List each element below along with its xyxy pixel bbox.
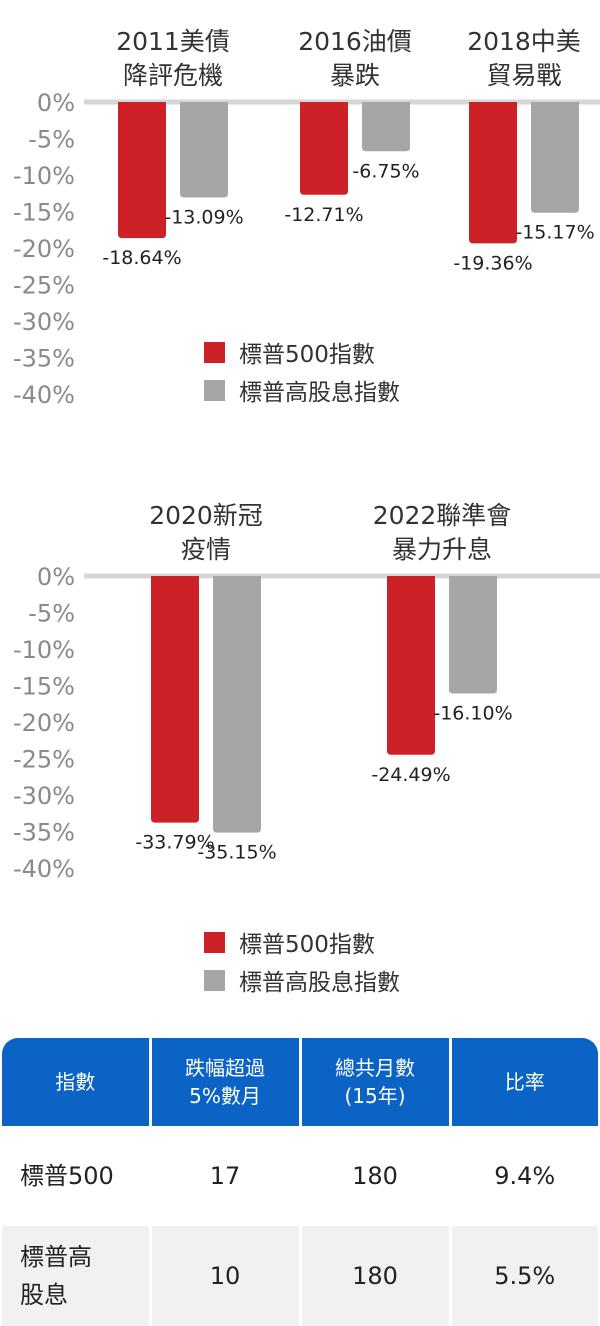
y-tick-label: -20%	[13, 709, 75, 737]
bar-high-dividend	[180, 102, 228, 198]
bar-high-dividend	[213, 576, 261, 833]
y-tick-label: -15%	[13, 199, 75, 227]
y-tick-label: -10%	[13, 636, 75, 664]
y-tick-label: -10%	[13, 162, 75, 190]
legend-label-high-dividend: 標普高股息指數	[239, 970, 400, 996]
table-header-row: 指數 跌幅超過 5%數月 總共月數 (15年) 比率	[2, 1038, 598, 1126]
data-label: -6.75%	[352, 160, 419, 182]
header-ratio: 比率	[450, 1038, 598, 1126]
legend-swatch-sp500	[204, 341, 225, 363]
chart-bottom: 0% -5% -10% -15% -20% -25% -30% -35% -40% 2020新冠疫…	[0, 490, 600, 1010]
cell-total-months: 180	[300, 1126, 452, 1226]
header-drop-months: 跌幅超過 5%數月	[150, 1038, 302, 1126]
legend-label-sp500: 標普500指數	[239, 342, 375, 368]
table-row: 標普500 17 180 9.4%	[2, 1126, 598, 1226]
y-tick-label: 0%	[37, 89, 75, 117]
legend-label-high-dividend: 標普高股息指數	[239, 380, 400, 406]
legend-top: 標普500指數 標普高股息指數	[204, 333, 400, 409]
category-label: 暴跌	[330, 61, 380, 90]
legend-item-sp500: 標普500指數	[204, 333, 400, 371]
category-label: 暴力升息	[392, 535, 492, 564]
data-label: -19.36%	[453, 252, 532, 274]
header-index: 指數	[2, 1038, 152, 1126]
category-label: 2022聯準會	[373, 501, 512, 530]
y-tick-label: -25%	[13, 272, 75, 300]
header-total-months: 總共月數 (15年)	[300, 1038, 452, 1126]
y-tick-label: 0%	[37, 563, 75, 591]
legend-item-high-dividend: 標普高股息指數	[204, 371, 400, 409]
y-tick-label: -5%	[28, 600, 75, 628]
cell-drop-months: 10	[150, 1226, 302, 1326]
data-label: -16.10%	[433, 703, 512, 725]
category-label: 降評危機	[123, 61, 223, 90]
data-label: -15.17%	[515, 222, 594, 244]
bar-sp500	[300, 102, 348, 195]
cell-index-name: 標普500	[2, 1126, 152, 1226]
legend-swatch-high-dividend	[204, 969, 225, 991]
legend-swatch-high-dividend	[204, 379, 225, 401]
legend-bottom: 標普500指數 標普高股息指數	[204, 923, 400, 999]
cell-ratio: 9.4%	[450, 1126, 598, 1226]
chart-bottom-svg: 0% -5% -10% -15% -20% -25% -30% -35% -40% 2020新冠疫…	[13, 501, 600, 883]
y-tick-label: -20%	[13, 235, 75, 263]
legend-item-sp500: 標普500指數	[204, 923, 400, 961]
y-tick-label: -5%	[28, 126, 75, 154]
y-tick-label: -35%	[13, 345, 75, 373]
data-label: -18.64%	[102, 247, 181, 269]
cell-ratio: 5.5%	[450, 1226, 598, 1326]
cell-drop-months: 17	[150, 1126, 302, 1226]
category-label: 2018中美	[467, 27, 581, 56]
category-label: 貿易戰	[486, 61, 561, 90]
data-label: -12.71%	[284, 204, 363, 226]
bar-high-dividend	[362, 102, 410, 152]
chart-top: 0% -5% -10% -15% -20% -25% -30% -35% -40% 2011美債降…	[0, 0, 600, 420]
y-tick-label: -35%	[13, 819, 75, 847]
data-label: -13.09%	[164, 207, 243, 229]
chart-top-svg: 0% -5% -10% -15% -20% -25% -30% -35% -40% 2011美債降…	[13, 27, 600, 409]
category-label: 2011美債	[116, 27, 230, 56]
table-row: 標普高 股息 10 180 5.5%	[2, 1226, 598, 1326]
comparison-table: 指數 跌幅超過 5%數月 總共月數 (15年) 比率 標普500 17 180 9.…	[2, 1038, 598, 1326]
y-tick-label: -30%	[13, 308, 75, 336]
data-label: -33.79%	[135, 832, 214, 854]
y-tick-label: -25%	[13, 746, 75, 774]
bar-sp500	[118, 102, 166, 239]
bar-sp500	[469, 102, 517, 244]
category-label: 2020新冠	[149, 501, 263, 530]
cell-total-months: 180	[300, 1226, 452, 1326]
y-tick-label: -40%	[13, 855, 75, 883]
legend-swatch-sp500	[204, 931, 225, 953]
cell-index-name: 標普高 股息	[2, 1226, 152, 1326]
bar-sp500	[151, 576, 199, 823]
y-tick-label: -40%	[13, 381, 75, 409]
category-label: 疫情	[181, 535, 231, 564]
y-tick-label: -15%	[13, 673, 75, 701]
data-label: -35.15%	[197, 842, 276, 864]
data-label: -24.49%	[371, 764, 450, 786]
bar-high-dividend	[531, 102, 579, 213]
y-tick-label: -30%	[13, 782, 75, 810]
bar-high-dividend	[449, 576, 497, 694]
category-label: 2016油價	[298, 27, 412, 56]
bar-sp500	[387, 576, 435, 755]
legend-label-sp500: 標普500指數	[239, 932, 375, 958]
legend-item-high-dividend: 標普高股息指數	[204, 961, 400, 999]
